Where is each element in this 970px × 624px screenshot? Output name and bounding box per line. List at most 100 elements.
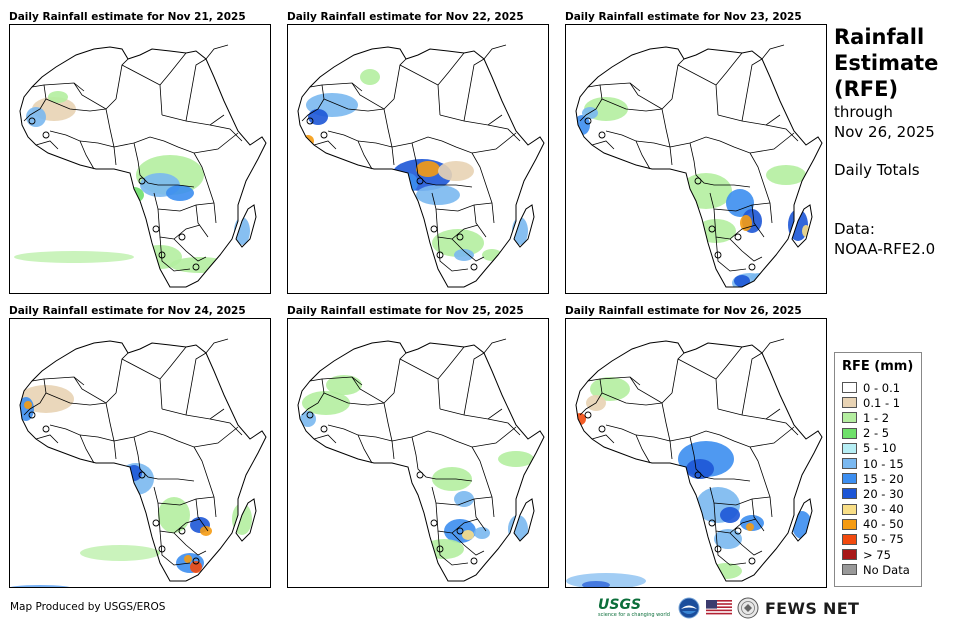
rainfall-patch <box>308 109 328 125</box>
africa-coastline <box>297 46 545 288</box>
lake-outline <box>456 527 464 535</box>
legend-item: 30 - 40 <box>842 502 921 517</box>
lake-outline <box>306 117 314 125</box>
legend-swatch <box>842 442 857 454</box>
country-border <box>471 446 495 518</box>
country-border <box>173 532 207 556</box>
legend-item: 2 - 5 <box>842 426 921 441</box>
lake-outline <box>436 545 444 553</box>
legend-item: 5 - 10 <box>842 441 921 456</box>
country-border <box>431 486 493 506</box>
rainfall-patch <box>438 161 474 181</box>
rainfall-patch <box>24 401 32 409</box>
map-frame <box>287 318 549 588</box>
country-border <box>43 376 85 386</box>
country-border <box>323 392 385 406</box>
map-panel-nov-26: Daily Rainfall estimate for Nov 26, 2025 <box>565 304 827 588</box>
legend-item: 40 - 50 <box>842 517 921 532</box>
legend-label: 50 - 75 <box>863 532 904 547</box>
rainfall-overlay <box>300 375 534 559</box>
country-border <box>23 378 47 416</box>
panel-title: Daily Rainfall estimate for Nov 23, 2025 <box>565 11 802 23</box>
fews-net-wordmark: FEWS NET <box>764 598 860 618</box>
legend-label: 1 - 2 <box>863 410 890 425</box>
rainfall-patch <box>534 179 544 211</box>
country-border <box>399 64 441 116</box>
country-border <box>765 418 799 436</box>
lake-outline <box>714 545 722 553</box>
product-description: Rainfall Estimate (RFE) through Nov 26, … <box>834 24 966 259</box>
country-border <box>635 140 671 148</box>
country-border <box>749 152 773 224</box>
lake-outline <box>28 117 36 125</box>
country-border <box>121 64 163 116</box>
country-border <box>391 426 517 448</box>
rainfall-patch <box>200 526 212 536</box>
map-panel-nov-24: Daily Rainfall estimate for Nov 24, 2025 <box>9 304 271 588</box>
map-frame <box>9 24 271 294</box>
africa-rainfall-map <box>575 44 823 288</box>
country-border <box>205 338 229 354</box>
totals-label: Daily Totals <box>834 161 920 179</box>
rainfall-patch <box>360 69 380 85</box>
lake-outline <box>714 251 722 259</box>
country-border <box>79 434 115 442</box>
country-border <box>741 352 763 416</box>
legend-label: 30 - 40 <box>863 502 904 517</box>
legend-item: 15 - 20 <box>842 471 921 486</box>
country-border <box>45 392 107 406</box>
legend-swatch <box>842 488 857 500</box>
country-border <box>411 436 473 482</box>
lake-outline <box>42 131 50 139</box>
map-panel-nov-21: Daily Rainfall estimate for Nov 21, 2025 <box>9 10 271 294</box>
country-border <box>729 532 763 556</box>
country-border <box>439 114 503 126</box>
legend-swatch <box>842 473 857 485</box>
madagascar-outline <box>791 498 813 542</box>
lake-outline <box>598 131 606 139</box>
country-border <box>487 124 521 142</box>
ocean-rainfall-patch <box>582 581 610 587</box>
country-border <box>159 346 187 380</box>
ocean-rainfall-patch <box>14 251 134 263</box>
rainfall-patch <box>326 375 362 395</box>
country-border <box>185 352 207 416</box>
lake-outline <box>152 225 160 233</box>
country-border <box>473 204 487 238</box>
country-border <box>161 114 225 126</box>
panel-title: Daily Rainfall estimate for Nov 24, 2025 <box>9 305 246 317</box>
product-title-line: Estimate <box>834 51 939 75</box>
madagascar-outline <box>791 204 813 248</box>
country-border <box>121 358 163 410</box>
map-credit: Map Produced by USGS/EROS <box>10 601 166 613</box>
lake-outline <box>456 233 464 241</box>
country-border <box>677 64 719 116</box>
lake-outline <box>138 471 146 479</box>
legend-label: 5 - 10 <box>863 441 897 456</box>
country-border <box>437 530 469 566</box>
rainfall-patch <box>258 259 266 267</box>
lake-outline <box>694 177 702 185</box>
rainfall-patch <box>26 107 46 127</box>
lake-outline <box>470 557 478 565</box>
rainfall-patch <box>498 451 534 467</box>
country-border <box>209 418 243 436</box>
panel-title: Daily Rainfall estimate for Nov 26, 2025 <box>565 305 802 317</box>
rainfall-patch <box>590 377 630 401</box>
lake-outline <box>708 519 716 527</box>
rainfall-patch <box>158 497 190 533</box>
country-border <box>113 132 239 154</box>
country-border <box>105 108 117 166</box>
rainfall-patch <box>300 411 316 427</box>
country-border <box>601 98 663 112</box>
country-border <box>483 44 507 60</box>
country-border <box>599 82 641 92</box>
country-border <box>715 346 743 380</box>
madagascar-outline <box>235 498 257 542</box>
country-border <box>579 378 603 416</box>
map-panel-nov-25: Daily Rainfall estimate for Nov 25, 2025 <box>287 304 549 588</box>
rainfall-patch <box>190 561 202 573</box>
country-border <box>35 140 59 150</box>
country-border <box>73 376 117 404</box>
